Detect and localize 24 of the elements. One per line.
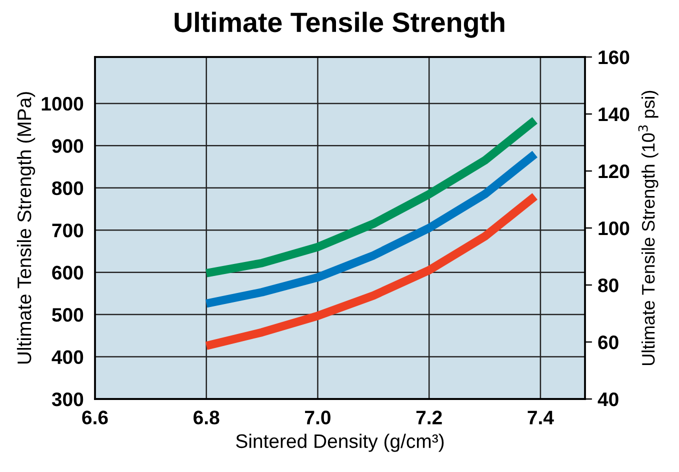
y2-tick-label: 80 xyxy=(598,278,618,292)
y2-tick-label: 160 xyxy=(598,50,630,64)
y-tick-label: 300 xyxy=(52,392,84,406)
chart-title: Ultimate Tensile Strength xyxy=(174,12,504,38)
y2-axis-title: Ultimate Tensile Strength (10$^{3}$ psi) xyxy=(638,90,658,365)
y-tick-label: 1000 xyxy=(42,96,84,111)
x-tick-label: 6.8 xyxy=(194,410,220,424)
y2-tick-label: 120 xyxy=(598,164,630,178)
x-axis-title: Sintered Density (g/cm³) xyxy=(236,434,444,452)
x-tick-label: 6.6 xyxy=(82,410,108,424)
x-tick-label: 7.0 xyxy=(305,410,330,424)
y2-tick-label: 100 xyxy=(598,221,630,236)
y-tick-label: 400 xyxy=(52,350,84,364)
y-tick-label: 500 xyxy=(52,308,84,322)
y-tick-label: 800 xyxy=(52,181,84,196)
y2-tick-label: 40 xyxy=(598,392,618,406)
y-axis-title: Ultimate Tensile Strength (MPa) xyxy=(16,92,36,364)
y-tick-label: 900 xyxy=(52,139,84,153)
x-tick-label: 7.4 xyxy=(528,410,554,424)
x-tick-label: 7.2 xyxy=(416,410,442,424)
y2-tick-label: 60 xyxy=(598,335,618,350)
y2-tick-label: 140 xyxy=(598,107,630,122)
y-tick-label: 700 xyxy=(52,224,84,238)
y-tick-label: 600 xyxy=(52,266,84,280)
